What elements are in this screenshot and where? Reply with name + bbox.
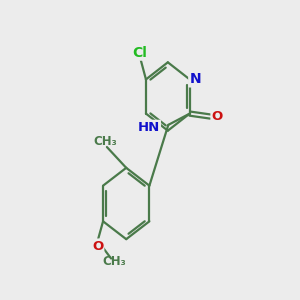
Text: Cl: Cl [133, 46, 147, 60]
Text: O: O [92, 239, 103, 253]
Text: O: O [212, 110, 223, 123]
Text: HN: HN [138, 121, 160, 134]
Text: N: N [189, 72, 201, 86]
Text: CH₃: CH₃ [102, 255, 126, 268]
Text: CH₃: CH₃ [94, 135, 117, 148]
